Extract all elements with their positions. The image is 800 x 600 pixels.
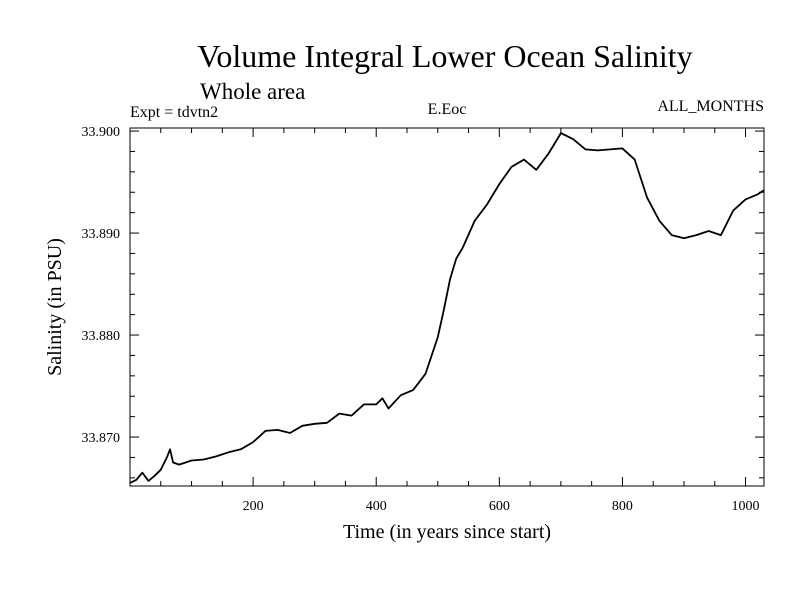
y-tick-label: 33.900 (82, 125, 121, 140)
series-layer (129, 132, 765, 484)
chart-subtitle: Whole area (200, 79, 305, 104)
y-tick-label: 33.870 (82, 431, 121, 446)
x-tick-label: 200 (243, 499, 264, 514)
x-axis-label: Time (in years since start) (343, 521, 551, 543)
x-tick-label: 400 (366, 499, 387, 514)
axis-ticks (130, 128, 764, 486)
months-label: ALL_MONTHS (657, 98, 764, 115)
y-tick-label: 33.880 (82, 329, 121, 344)
x-tick-label: 1000 (732, 499, 760, 514)
y-tick-label: 33.890 (82, 227, 121, 242)
axis-tick-labels: 200 400 600 800 1000 33.870 33.880 33.890 33.900 (82, 125, 760, 514)
plot-frame (129, 127, 765, 487)
x-tick-label: 600 (489, 499, 510, 514)
x-tick-label: 800 (612, 499, 633, 514)
series-line-salinity (129, 132, 765, 484)
y-axis-label: Salinity (in PSU) (44, 238, 66, 376)
chart-title: Volume Integral Lower Ocean Salinity (197, 38, 692, 74)
experiment-label: Expt = tdvtn2 (130, 104, 218, 121)
dataset-label: E.Eoc (428, 101, 467, 118)
